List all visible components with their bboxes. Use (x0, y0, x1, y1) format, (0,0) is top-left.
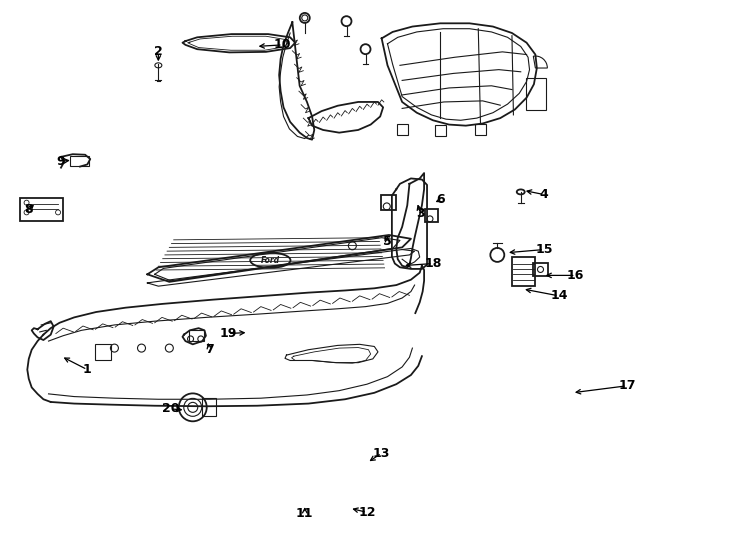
Text: 15: 15 (535, 243, 553, 256)
Text: 17: 17 (618, 379, 636, 392)
Text: 5: 5 (383, 235, 392, 248)
Text: 13: 13 (373, 447, 390, 460)
Text: 3: 3 (416, 207, 425, 220)
Text: 8: 8 (24, 203, 33, 216)
Text: 16: 16 (567, 269, 584, 282)
Text: 6: 6 (436, 193, 445, 206)
Circle shape (188, 402, 197, 413)
Text: 20: 20 (162, 402, 180, 415)
Text: 7: 7 (206, 343, 214, 356)
Text: 10: 10 (274, 38, 291, 51)
Text: 4: 4 (539, 188, 548, 201)
Text: 12: 12 (358, 506, 376, 519)
Text: 19: 19 (219, 327, 236, 340)
Text: 18: 18 (424, 257, 442, 270)
Text: 1: 1 (83, 363, 92, 376)
Text: Ford: Ford (261, 256, 280, 265)
Text: 14: 14 (550, 289, 567, 302)
Text: 9: 9 (57, 154, 65, 168)
Text: 2: 2 (154, 45, 163, 58)
Text: 11: 11 (296, 507, 313, 520)
